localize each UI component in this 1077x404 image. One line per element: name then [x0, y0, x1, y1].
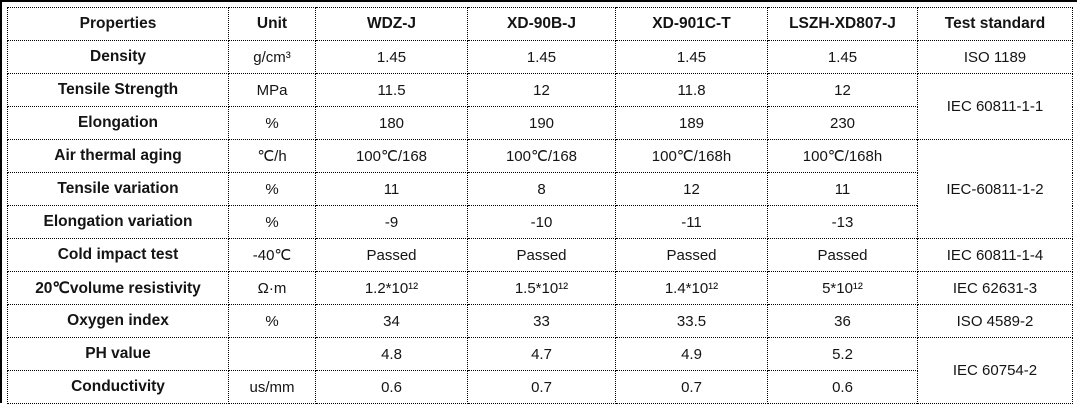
value-cell: 1.45 — [767, 40, 918, 74]
value-cell: 11.5 — [315, 73, 468, 107]
test-standard-cell: IEC 62631-3 — [917, 271, 1073, 305]
value-cell: 33.5 — [615, 304, 768, 338]
value-cell: 100℃/168 — [467, 139, 616, 173]
unit-cell: g/cm³ — [228, 40, 316, 74]
unit-cell: MPa — [228, 73, 316, 107]
value-cell: 1.5*10¹² — [467, 271, 616, 305]
property-cell: Tensile Strength — [7, 73, 229, 107]
property-cell: Tensile variation — [7, 172, 229, 206]
value-cell: 11 — [767, 172, 918, 206]
column-header-test-standard: Test standard — [917, 7, 1073, 41]
value-cell: 34 — [315, 304, 468, 338]
value-cell: 0.7 — [467, 370, 616, 404]
table-row-tensile-strength: Tensile Strength MPa 11.5 12 11.8 12 IEC… — [7, 73, 1073, 140]
value-cell: Passed — [315, 238, 468, 272]
table-row-air-thermal-aging: Air thermal aging ℃/h 100℃/168 100℃/168 … — [7, 139, 1073, 239]
value-cell: 4.8 — [315, 337, 468, 371]
frame-left-border — [0, 0, 2, 403]
test-standard-cell: IEC 60811-1-4 — [917, 238, 1073, 272]
table-row-cold-impact-test: Cold impact test -40℃ Passed Passed Pass… — [7, 238, 1073, 272]
property-cell: Conductivity — [7, 370, 229, 404]
unit-cell: % — [228, 172, 316, 206]
value-cell: Passed — [767, 238, 918, 272]
property-cell: 20℃volume resistivity — [7, 271, 229, 305]
table-row-elongation-variation: Elongation variation % -9 -10 -11 -13 — [7, 205, 1073, 239]
header-row: Properties Unit WDZ-J XD-90B-J XD-901C-T… — [7, 7, 1073, 41]
value-cell: 189 — [615, 106, 768, 140]
column-header-wdz-j: WDZ-J — [315, 7, 468, 41]
property-cell: Elongation variation — [7, 205, 229, 239]
value-cell: -10 — [467, 205, 616, 239]
value-cell: -11 — [615, 205, 768, 239]
property-cell: Cold impact test — [7, 238, 229, 272]
property-cell: Density — [7, 40, 229, 74]
material-properties-table: Properties Unit WDZ-J XD-90B-J XD-901C-T… — [7, 7, 1073, 404]
unit-cell: % — [228, 106, 316, 140]
column-header-xd-90b-j: XD-90B-J — [467, 7, 616, 41]
value-cell: 100℃/168 — [315, 139, 468, 173]
value-cell: 100℃/168h — [767, 139, 918, 173]
value-cell: 5*10¹² — [767, 271, 918, 305]
property-cell: PH value — [7, 337, 229, 371]
value-cell: 4.7 — [467, 337, 616, 371]
value-cell: 1.45 — [467, 40, 616, 74]
table-row-oxygen-index: Oxygen index % 34 33 33.5 36 ISO 4589-2 — [7, 304, 1073, 338]
unit-cell: % — [228, 304, 316, 338]
unit-cell: us/mm — [228, 370, 316, 404]
value-cell: 100℃/168h — [615, 139, 768, 173]
property-cell: Air thermal aging — [7, 139, 229, 173]
column-header-unit: Unit — [228, 7, 316, 41]
value-cell: 190 — [467, 106, 616, 140]
value-cell: 12 — [615, 172, 768, 206]
table-row-density: Density g/cm³ 1.45 1.45 1.45 1.45 ISO 11… — [7, 40, 1073, 74]
table-row-ph-value: PH value 4.8 4.7 4.9 5.2 IEC 60754-2 — [7, 337, 1073, 404]
value-cell: 8 — [467, 172, 616, 206]
property-cell: Elongation — [7, 106, 229, 140]
unit-cell: % — [228, 205, 316, 239]
value-cell: 11 — [315, 172, 468, 206]
test-standard-cell: IEC 60754-2 — [917, 337, 1073, 404]
value-cell: 0.7 — [615, 370, 768, 404]
unit-cell — [228, 337, 316, 371]
table-row-elongation: Elongation % 180 190 189 230 — [7, 106, 1073, 140]
value-cell: 1.45 — [615, 40, 768, 74]
value-cell: Passed — [615, 238, 768, 272]
value-cell: -13 — [767, 205, 918, 239]
table-row-tensile-variation: Tensile variation % 11 8 12 11 — [7, 172, 1073, 206]
table-row-conductivity: Conductivity us/mm 0.6 0.7 0.7 0.6 — [7, 370, 1073, 404]
value-cell: 1.45 — [315, 40, 468, 74]
value-cell: 5.2 — [767, 337, 918, 371]
table-row-volume-resistivity: 20℃volume resistivity Ω·m 1.2*10¹² 1.5*1… — [7, 271, 1073, 305]
test-standard-cell: ISO 1189 — [917, 40, 1073, 74]
unit-cell: Ω·m — [228, 271, 316, 305]
column-header-lszh-xd807-j: LSZH-XD807-J — [767, 7, 918, 41]
value-cell: -9 — [315, 205, 468, 239]
unit-cell: -40℃ — [228, 238, 316, 272]
column-header-properties: Properties — [7, 7, 229, 41]
value-cell: 180 — [315, 106, 468, 140]
value-cell: Passed — [467, 238, 616, 272]
value-cell: 230 — [767, 106, 918, 140]
value-cell: 1.4*10¹² — [615, 271, 768, 305]
test-standard-cell: IEC-60811-1-2 — [917, 139, 1073, 239]
value-cell: 11.8 — [615, 73, 768, 107]
test-standard-cell: IEC 60811-1-1 — [917, 73, 1073, 140]
unit-cell: ℃/h — [228, 139, 316, 173]
value-cell: 33 — [467, 304, 616, 338]
value-cell: 12 — [467, 73, 616, 107]
frame-top-border — [0, 0, 1077, 2]
value-cell: 1.2*10¹² — [315, 271, 468, 305]
column-header-xd-901c-t: XD-901C-T — [615, 7, 768, 41]
test-standard-cell: ISO 4589-2 — [917, 304, 1073, 338]
value-cell: 36 — [767, 304, 918, 338]
value-cell: 4.9 — [615, 337, 768, 371]
property-cell: Oxygen index — [7, 304, 229, 338]
value-cell: 0.6 — [767, 370, 918, 404]
value-cell: 12 — [767, 73, 918, 107]
value-cell: 0.6 — [315, 370, 468, 404]
